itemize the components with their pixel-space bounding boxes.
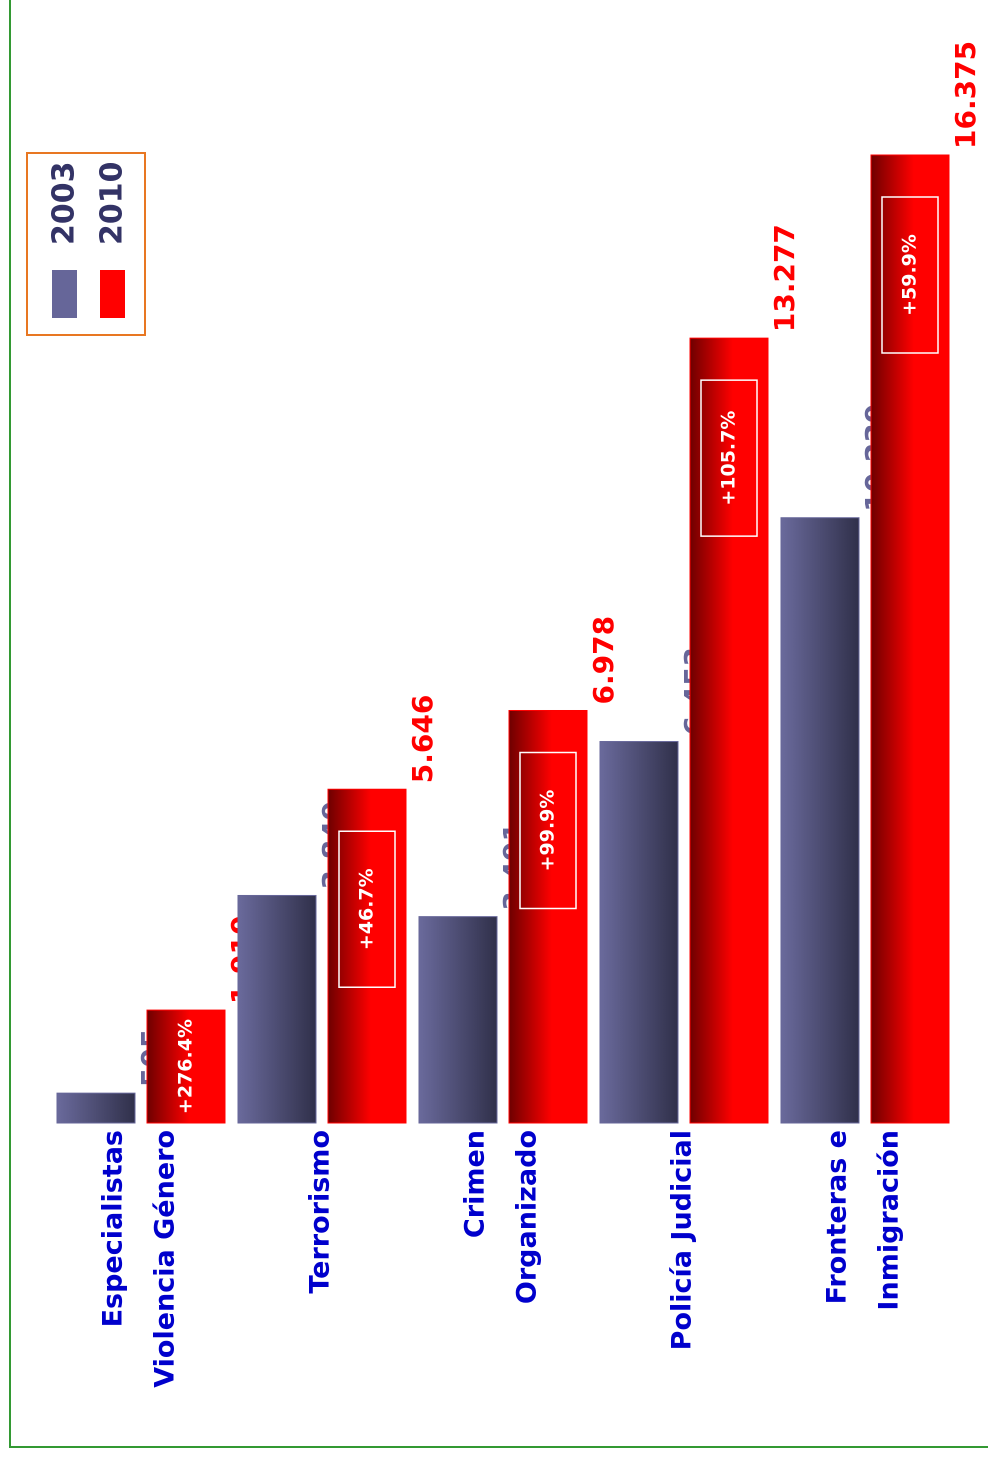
bar xyxy=(780,517,860,1124)
bar xyxy=(327,788,407,1124)
bar xyxy=(146,1009,226,1124)
value-label: 5.646 xyxy=(406,695,439,784)
x-tick-label: Policía Judicial xyxy=(667,1130,698,1350)
bar xyxy=(508,709,588,1124)
legend-label: 2003 xyxy=(47,162,82,246)
value-label: 13.277 xyxy=(768,224,801,332)
change-label: +46.7% xyxy=(356,868,378,950)
change-box xyxy=(519,751,577,910)
change-label: +59.9% xyxy=(899,234,921,316)
bar xyxy=(689,337,769,1124)
value-label: 6.978 xyxy=(587,616,620,705)
legend-box xyxy=(26,152,146,336)
x-tick-label: Inmigración xyxy=(874,1130,905,1311)
legend-swatch xyxy=(52,270,77,318)
change-box xyxy=(338,830,396,988)
bar xyxy=(237,894,317,1124)
change-label: +276.4% xyxy=(175,1019,197,1114)
x-tick-label: Organizado xyxy=(512,1130,543,1304)
x-tick-label: Fronteras e xyxy=(822,1130,853,1304)
bar xyxy=(870,154,950,1124)
x-tick-label: Violencia Género xyxy=(150,1130,181,1388)
legend-swatch xyxy=(100,270,125,318)
change-box xyxy=(700,379,758,537)
x-tick-label: Crimen xyxy=(460,1130,491,1238)
bar xyxy=(599,741,679,1124)
legend-label: 2010 xyxy=(95,162,130,246)
bar xyxy=(418,916,498,1124)
change-label: +99.9% xyxy=(537,790,559,872)
x-tick-label: Terrorismo xyxy=(305,1130,336,1294)
frame xyxy=(9,0,988,1448)
change-box xyxy=(881,196,939,354)
bar xyxy=(56,1092,136,1124)
change-label: +105.7% xyxy=(718,411,740,506)
value-label: 16.375 xyxy=(949,41,982,149)
x-tick-label: Especialistas xyxy=(98,1130,129,1327)
